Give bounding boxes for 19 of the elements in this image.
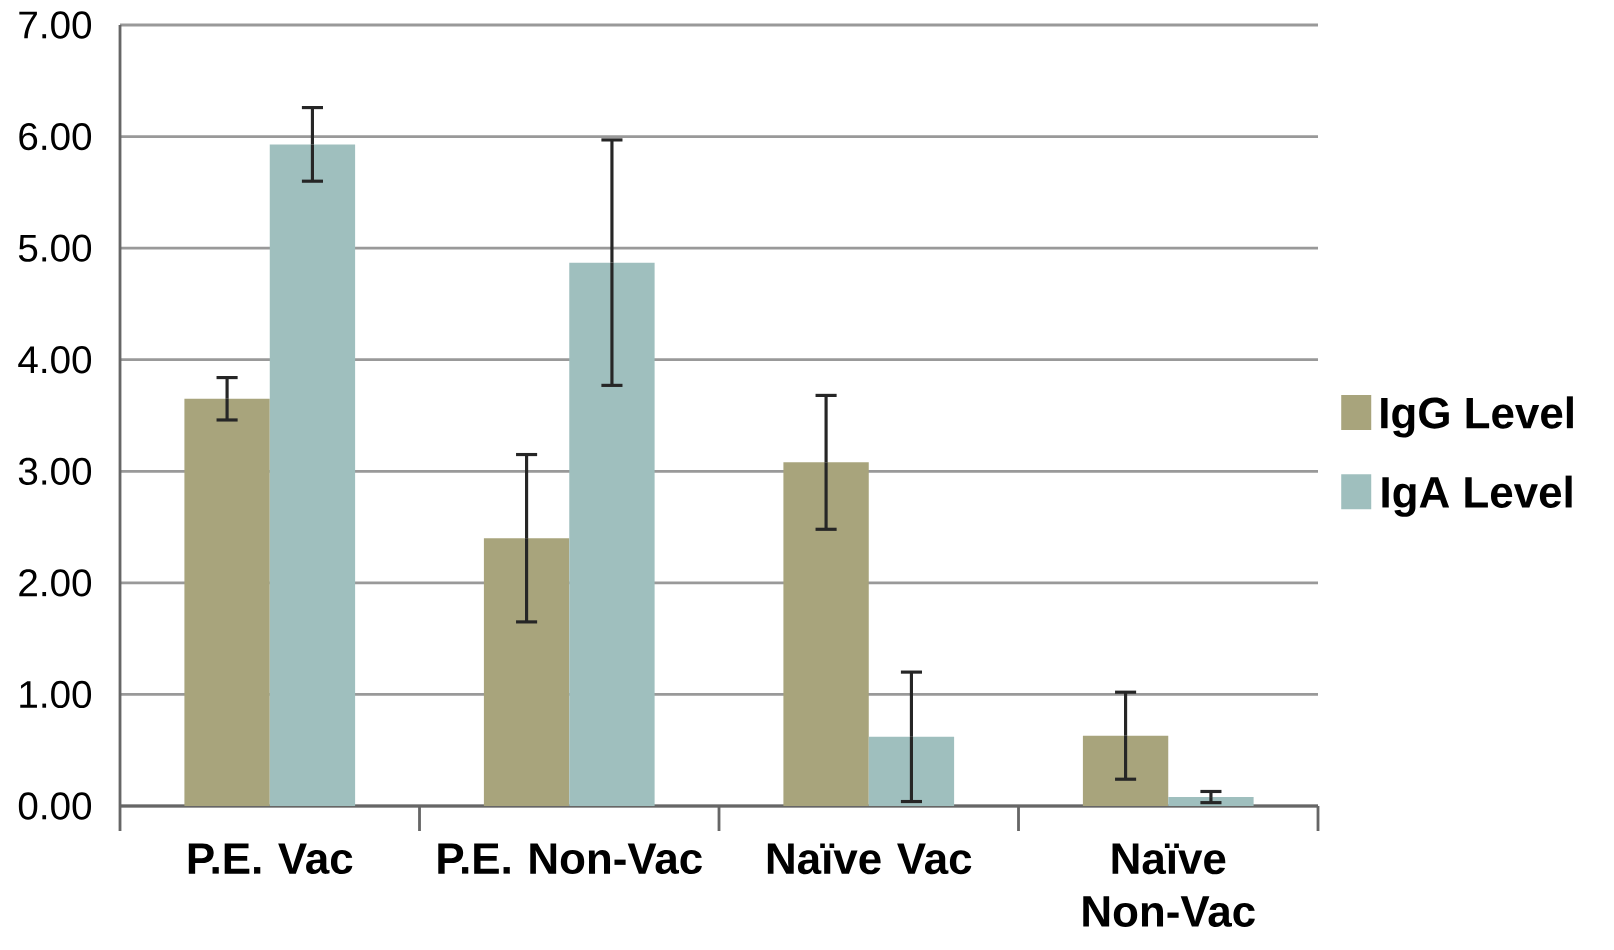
y-tick-label: 2.00	[19, 569, 92, 597]
bar	[184, 398, 270, 806]
x-tick-label: Naïve Non-Vac	[1083, 843, 1255, 927]
legend-label: IgG Level	[1381, 396, 1573, 438]
bar	[569, 262, 655, 806]
x-tick-label: P.E. Non-Vac	[438, 843, 702, 875]
y-tick-label: 5.00	[18, 234, 92, 262]
bar	[483, 538, 570, 806]
x-tick-label: Naïve Vac	[767, 843, 972, 875]
y-tick-label: 3.00	[18, 457, 92, 485]
legend-label: IgA Level	[1382, 475, 1572, 517]
y-tick-label: 4.00	[18, 346, 92, 374]
y-tick-label: 7.00	[19, 11, 92, 39]
x-tick-label: P.E. Vac	[188, 843, 353, 875]
y-tick-label: 6.00	[19, 122, 92, 151]
y-tick-label: 1.00	[20, 680, 92, 709]
y-tick-label: 0.00	[18, 792, 92, 820]
bar	[783, 462, 869, 806]
bar	[269, 144, 356, 806]
